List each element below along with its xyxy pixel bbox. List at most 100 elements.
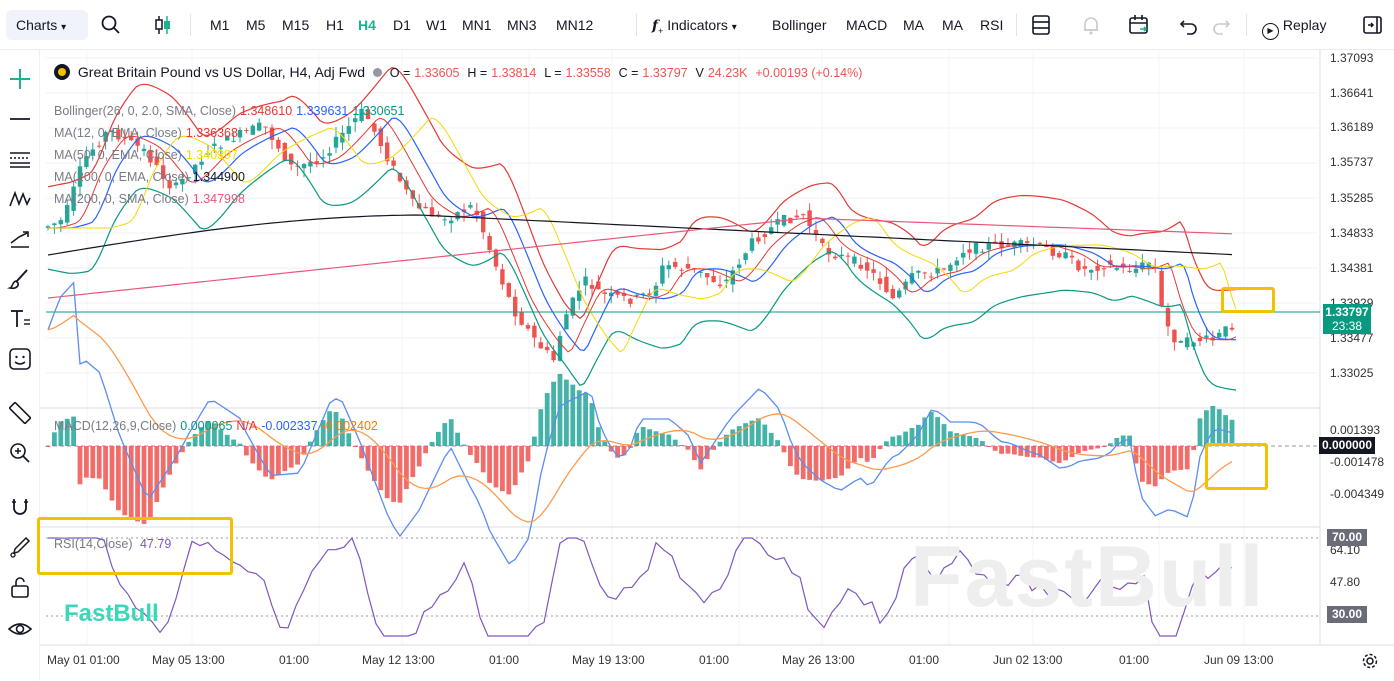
macd-histogram-bar — [730, 429, 736, 446]
macd-histogram-bar — [992, 446, 998, 451]
magnet-icon[interactable] — [7, 494, 33, 520]
macd-histogram-bar — [544, 393, 550, 446]
candle-body — [1127, 270, 1132, 272]
timeframe-mn1[interactable]: MN1 — [462, 17, 492, 33]
lock-icon[interactable] — [7, 574, 33, 600]
drawing-mode-icon[interactable] — [7, 534, 33, 560]
macd-histogram-bar — [941, 424, 947, 446]
alert-add-icon[interactable] — [1078, 12, 1104, 38]
macd-histogram-bar — [180, 446, 185, 453]
timeframe-mn12[interactable]: MN12 — [556, 17, 594, 33]
calendar-icon[interactable] — [1126, 12, 1152, 38]
brush-icon[interactable] — [7, 266, 33, 292]
candle-body — [1159, 270, 1164, 306]
timeframe-h1[interactable]: H1 — [326, 17, 344, 33]
macd-histogram-bar — [1159, 446, 1164, 480]
candle-body — [148, 149, 153, 163]
macd-histogram-bar — [64, 418, 70, 446]
eye-icon[interactable] — [7, 616, 33, 642]
candle-body — [231, 140, 236, 142]
zoom-in-icon[interactable] — [7, 440, 33, 466]
macd-label[interactable]: MACD(12,26,9,Close) — [54, 419, 177, 433]
crosshair-icon[interactable] — [7, 66, 33, 92]
candle-body — [877, 278, 883, 284]
replay-button[interactable]: ▶ Replay — [1262, 10, 1326, 40]
candle-body — [154, 156, 159, 165]
candle-body — [212, 143, 217, 146]
overlay-legend-row[interactable]: Bollinger(26, 0, 2.0, SMA, Close) 1.34861… — [54, 104, 408, 118]
symbol-legend: Great Britain Pound vs US Dollar, H4, Ad… — [54, 64, 866, 80]
pattern-icon[interactable] — [7, 186, 33, 212]
candle-body — [820, 238, 825, 244]
macd-histogram-bar — [813, 446, 819, 481]
overlay-label: Bollinger(26, 0, 2.0, SMA, Close) — [54, 104, 237, 118]
top-toolbar: Charts ▾ M1 M5 M15 H1 H4 D1 W1 MN1 MN3 MN12 f+ In… — [0, 0, 1394, 50]
candle-body — [980, 251, 985, 253]
ruler-icon[interactable] — [7, 400, 33, 426]
timeframe-h4[interactable]: H4 — [358, 17, 376, 33]
timeframe-m1[interactable]: M1 — [210, 17, 230, 33]
timeframe-m15[interactable]: M15 — [282, 17, 310, 33]
candle-body — [500, 269, 505, 285]
candle-body — [250, 125, 255, 135]
candle-body — [1018, 240, 1023, 247]
macd-histogram-bar — [1005, 446, 1011, 454]
timeframe-w1[interactable]: W1 — [426, 17, 447, 33]
candle-body — [468, 205, 473, 208]
market-status-dot — [372, 68, 382, 77]
rsi-label[interactable]: RSI(14,Close) — [54, 537, 133, 551]
emoji-icon[interactable] — [7, 346, 33, 372]
candle-body — [449, 220, 454, 224]
text-tool-icon[interactable] — [7, 306, 33, 332]
indicator-shortcut-bollinger-0[interactable]: Bollinger — [772, 17, 827, 33]
indicator-shortcut-rsi-4[interactable]: RSI — [980, 17, 1004, 33]
trend-line-icon[interactable] — [7, 106, 33, 132]
search-icon[interactable] — [98, 12, 124, 38]
horizontal-lines-icon[interactable] — [7, 146, 33, 172]
overlay-legend-row[interactable]: MA(200, 0, EMA, Close) 1.344900 — [54, 170, 249, 184]
overlay-legend-row[interactable]: MA(12, 0, EMA, Close) 1.336368 — [54, 126, 242, 140]
time-tick-label: 01:00 — [909, 653, 940, 667]
macd-histogram-bar — [103, 446, 108, 490]
overlay-legend-row[interactable]: MA(50, 0, EMA, Close) 1.340397 — [54, 148, 242, 162]
timeframe-d1[interactable]: D1 — [393, 17, 411, 33]
candle-body — [301, 164, 307, 169]
timeframe-m5[interactable]: M5 — [246, 17, 266, 33]
redo-icon[interactable] — [1208, 12, 1234, 38]
candlestick-type-icon[interactable] — [150, 12, 176, 38]
symbol-title[interactable]: Great Britain Pound vs US Dollar, H4, Ad… — [77, 64, 366, 80]
timeframe-mn3[interactable]: MN3 — [507, 17, 537, 33]
candle-body — [929, 276, 934, 278]
indicators-button[interactable]: f+ Indicators ▾ — [652, 10, 737, 40]
fullscreen-icon[interactable] — [1360, 12, 1386, 38]
macd-histogram-bar — [52, 432, 57, 446]
candle-body — [609, 292, 614, 297]
bar-countdown: 23:38 — [1331, 319, 1363, 333]
highlight-box-rsi — [37, 517, 233, 575]
candle-body — [897, 290, 902, 298]
charts-menu-button[interactable]: Charts ▾ — [6, 10, 88, 40]
candle-body — [545, 346, 550, 351]
rsi-line — [48, 536, 1233, 637]
projection-icon[interactable] — [7, 226, 33, 252]
candle-body — [698, 271, 703, 273]
macd-histogram-bar — [391, 446, 396, 502]
candle-body — [333, 136, 339, 148]
indicator-shortcut-ma-2[interactable]: MA — [903, 17, 924, 33]
indicator-shortcut-macd-1[interactable]: MACD — [846, 17, 888, 33]
candle-body — [289, 153, 294, 165]
undo-icon[interactable] — [1176, 12, 1202, 38]
chevron-down-icon: ▾ — [61, 22, 67, 33]
macd-histogram-bar — [615, 446, 620, 458]
overlay-legend-row[interactable]: MA(200, 0, SMA, Close) 1.347998 — [54, 192, 249, 206]
layout-icon[interactable] — [1028, 12, 1054, 38]
macd-histogram-bar — [442, 423, 448, 446]
candle-body — [1178, 341, 1183, 343]
candle-body — [826, 247, 831, 255]
macd-histogram-bar — [365, 446, 371, 471]
macd-histogram-bar — [1204, 410, 1209, 446]
indicator-shortcut-ma-3[interactable]: MA — [942, 17, 963, 33]
settings-gear-icon[interactable] — [1361, 652, 1379, 670]
candle-body — [372, 123, 377, 132]
